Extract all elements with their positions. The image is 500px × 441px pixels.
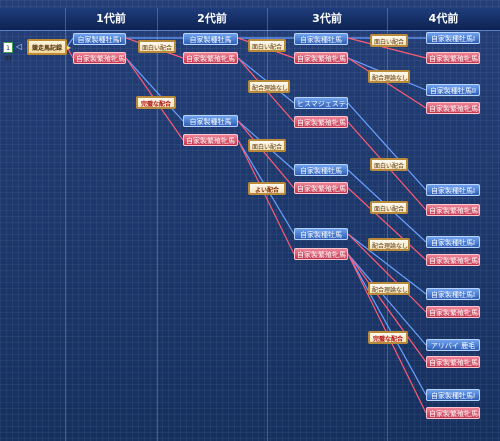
column-divider	[65, 8, 66, 441]
mating-badge[interactable]: よい配合	[248, 182, 286, 195]
col2-dam-b[interactable]: 自家製繁殖牝馬	[183, 134, 238, 146]
link-dam	[237, 120, 295, 189]
link-dam	[347, 253, 427, 363]
link-sire	[347, 253, 427, 346]
col3-item-0[interactable]: 自家製種牡馬	[294, 33, 348, 45]
generation-header-bar	[0, 8, 500, 31]
mating-badge[interactable]: 面白い配合	[370, 34, 408, 47]
mating-badge[interactable]: 配合理論なし	[368, 238, 410, 251]
col4-item-12[interactable]: 自家製種牡馬I	[426, 389, 480, 401]
col4-item-5[interactable]: 自家製繁殖牝馬I	[426, 204, 480, 216]
link-sire	[347, 102, 427, 191]
generation-title-1: 1代前	[96, 12, 126, 25]
arrow-right-icon: ▸	[67, 43, 72, 52]
col4-item-11[interactable]: 自家製繁殖牝馬I	[426, 356, 480, 368]
generation-title-4: 4代前	[428, 12, 459, 25]
col4-item-8[interactable]: 自家製種牡馬I	[426, 288, 480, 300]
column-divider	[267, 8, 268, 441]
col4-item-7[interactable]: 自家製繁殖牝馬I	[426, 254, 480, 266]
mating-badge[interactable]: 面白い配合	[370, 158, 408, 171]
mating-badge[interactable]: 面白い配合	[138, 40, 176, 53]
col4-item-13[interactable]: 自家製繁殖牝馬I	[426, 407, 480, 419]
col2-sire-a[interactable]: 自家製種牡馬	[183, 33, 238, 45]
mating-badge[interactable]: 完璧な配合	[136, 96, 176, 109]
link-dam	[237, 139, 295, 255]
col1-sire[interactable]: 自家製種牡馬I	[73, 33, 126, 45]
col2-sire-b[interactable]: 自家製種牡馬	[183, 115, 238, 127]
col4-item-6[interactable]: 自家製種牡馬I	[426, 236, 480, 248]
col3-item-1[interactable]: 自家製繁殖牝馬	[294, 52, 348, 64]
self-horse-node[interactable]: 競走馬記録	[27, 39, 67, 55]
link-sire	[347, 253, 427, 396]
col4-item-2[interactable]: 自家製種牡馬II	[426, 84, 480, 96]
col3-item-4[interactable]: 自家製種牡馬	[294, 164, 348, 176]
col4-item-4[interactable]: 自家製種牡馬I	[426, 184, 480, 196]
link-dam	[347, 57, 427, 109]
column-divider	[157, 8, 158, 441]
link-dam	[347, 233, 427, 313]
link-sire	[125, 57, 184, 122]
mating-badge[interactable]: 面白い配合	[370, 201, 408, 214]
col1-dam[interactable]: 自家製繁殖牝馬I	[73, 52, 126, 64]
link-dam	[347, 37, 427, 59]
link-sire	[347, 233, 427, 295]
link-sire	[66, 37, 74, 48]
arrow-left-icon: ◁	[16, 42, 23, 51]
col3-item-3[interactable]: 自家製繁殖牝馬	[294, 116, 348, 128]
col4-item-9[interactable]: 自家製繁殖牝馬I	[426, 306, 480, 318]
col4-item-0[interactable]: 自家製種牡馬I	[426, 32, 480, 44]
mating-badge[interactable]: 配合理論なし	[248, 80, 290, 93]
col3-item-2[interactable]: ヒスマジェスティ 鹿毛	[294, 97, 348, 109]
mating-badge[interactable]: 面白い配合	[248, 39, 286, 52]
link-dam	[66, 46, 74, 59]
col4-item-10[interactable]: アリバイ 鹿毛	[426, 339, 480, 351]
col4-item-1[interactable]: 自家製繁殖牝馬I	[426, 52, 480, 64]
mating-badge[interactable]: 配合理論なし	[368, 282, 410, 295]
mating-badge[interactable]: 完璧な配合	[368, 331, 408, 344]
col4-item-3[interactable]: 自家製繁殖牝馬II	[426, 102, 480, 114]
col3-item-6[interactable]: 自家製種牡馬	[294, 228, 348, 240]
generation-title-2: 2代前	[197, 12, 227, 25]
col2-dam-a[interactable]: 自家製繁殖牝馬	[183, 52, 238, 64]
mating-badge[interactable]: 配合理論なし	[368, 70, 410, 83]
link-dam	[347, 187, 427, 261]
col3-item-7[interactable]: 自家製繁殖牝馬	[294, 248, 348, 260]
generation-title-3: 3代前	[312, 12, 342, 25]
mating-badge[interactable]: 面白い配合	[248, 139, 286, 152]
col3-item-5[interactable]: 自家製繁殖牝馬	[294, 182, 348, 194]
self-chip[interactable]: 1列	[3, 42, 13, 63]
